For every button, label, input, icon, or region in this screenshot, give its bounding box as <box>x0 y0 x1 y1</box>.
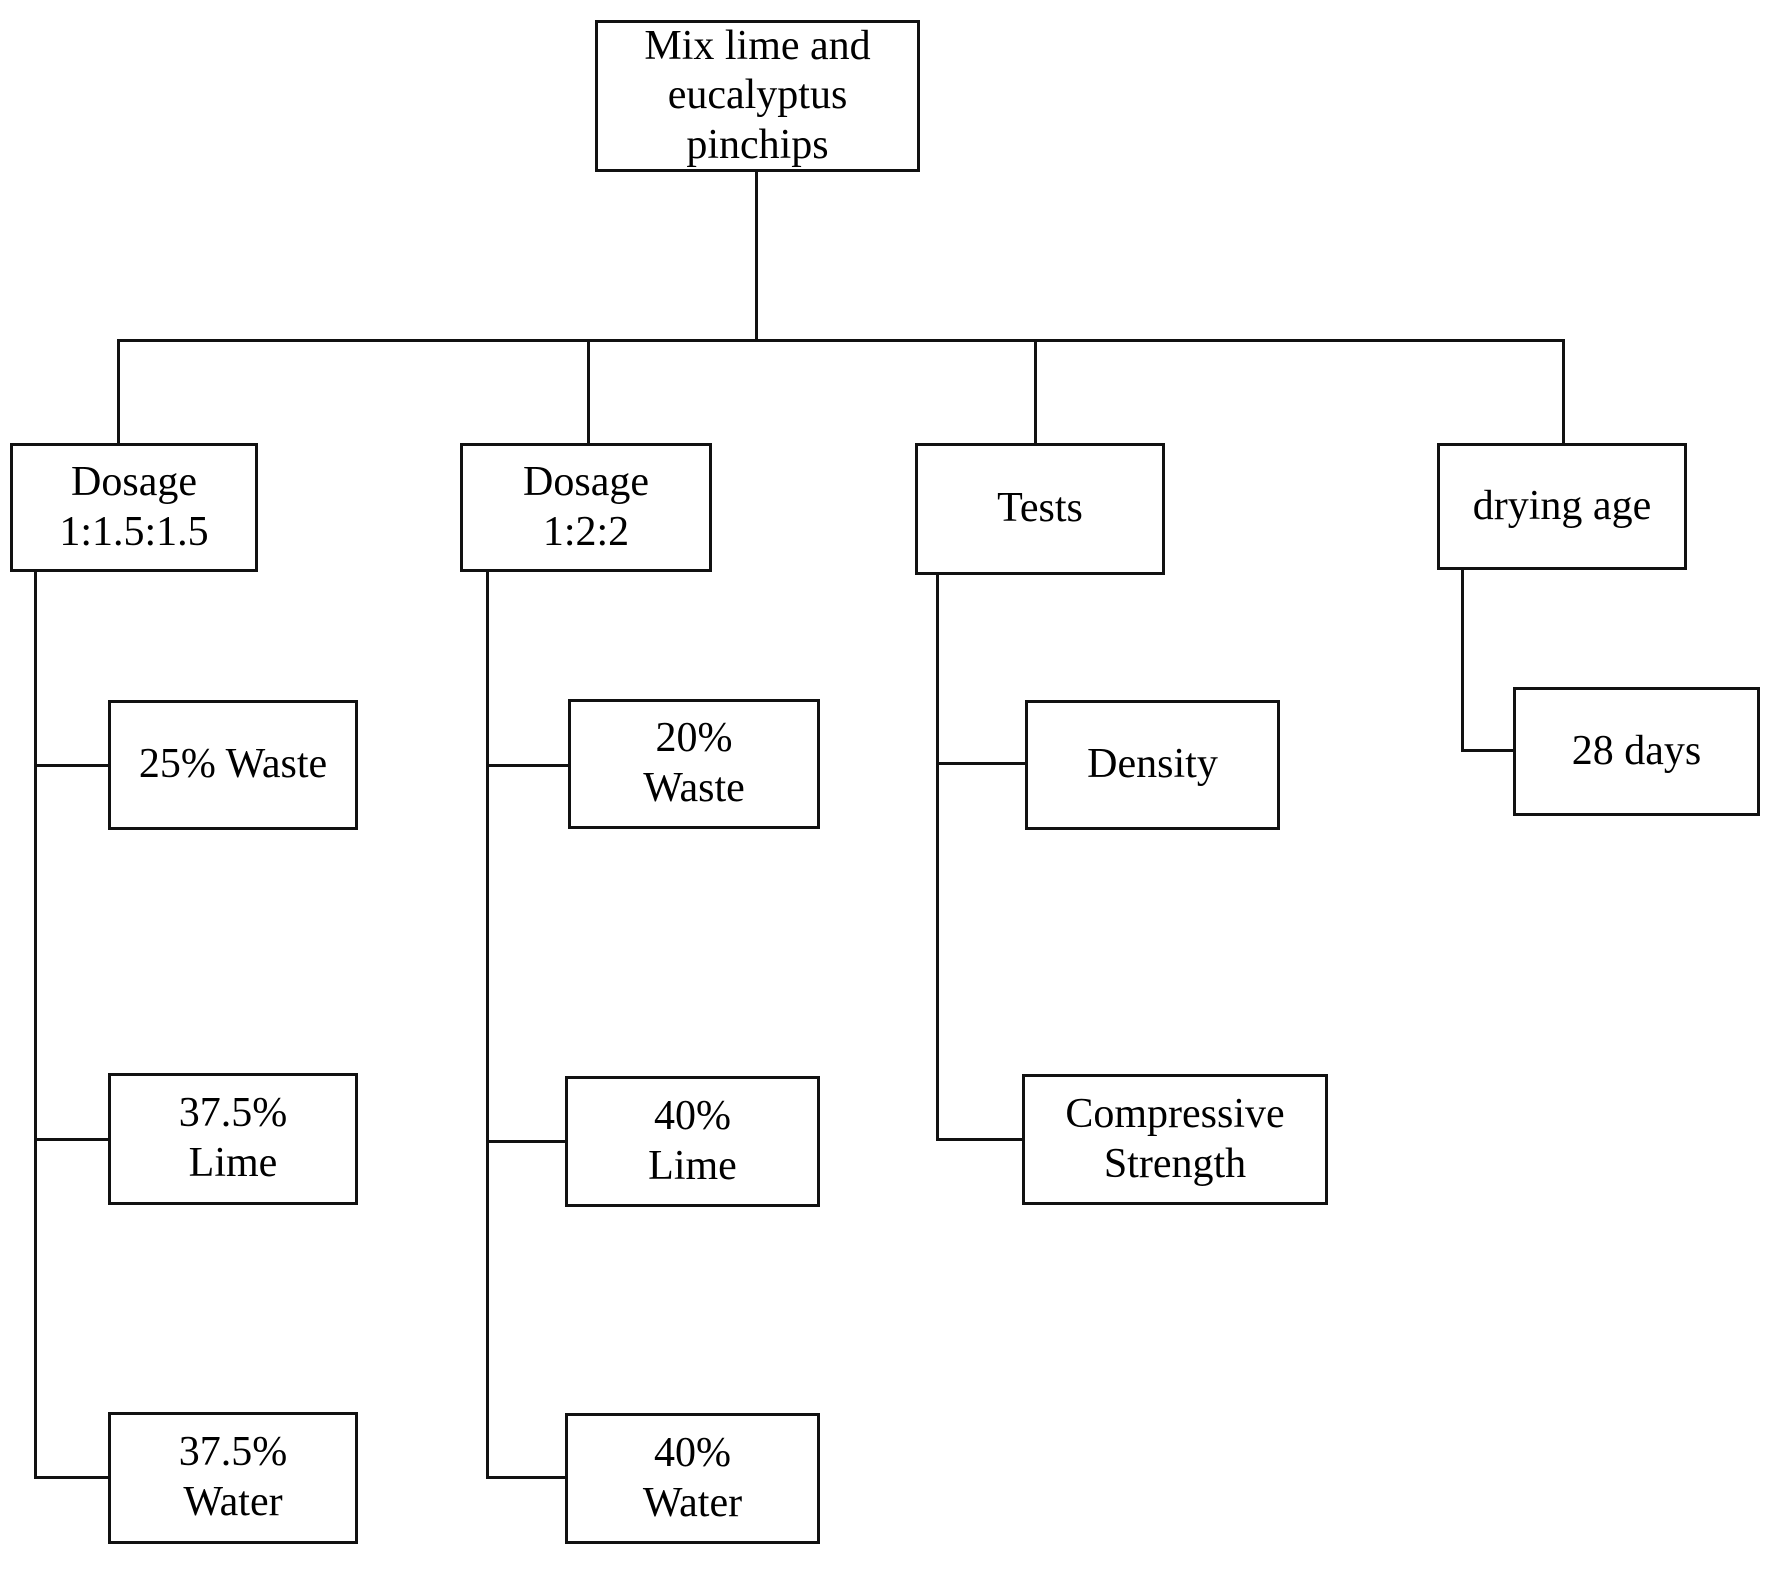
connector-drop-dosage2 <box>587 339 590 443</box>
leaf-node-40-percent-water: 40% Water <box>565 1413 820 1544</box>
connector-drop-dosage1 <box>117 339 120 443</box>
connector-dosage1-lime-stub <box>34 1138 108 1141</box>
branch-node-drying-age: drying age <box>1437 443 1687 570</box>
connector-drying-age-spine <box>1461 568 1464 752</box>
connector-root-drop <box>755 172 758 342</box>
connector-tests-spine <box>936 573 939 1141</box>
connector-dosage1-spine <box>34 570 37 1479</box>
connector-tests-density-stub <box>936 762 1025 765</box>
leaf-node-20-percent-waste: 20% Waste <box>568 699 820 829</box>
connector-dosage1-waste-stub <box>34 764 108 767</box>
leaf-node-25-percent-waste: 25% Waste <box>108 700 358 830</box>
connector-dosage1-water-stub <box>34 1476 108 1479</box>
connector-drying-age-days-stub <box>1461 749 1513 752</box>
connector-dosage2-water-stub <box>486 1476 565 1479</box>
root-node-mix-lime-eucalyptus: Mix lime and eucalyptus pinchips <box>595 20 920 172</box>
branch-node-dosage-1-2-2: Dosage 1:2:2 <box>460 443 712 572</box>
connector-tests-compressive-stub <box>936 1138 1022 1141</box>
leaf-node-37.5-percent-water: 37.5% Water <box>108 1412 358 1544</box>
connector-drop-tests <box>1034 339 1037 443</box>
branch-node-tests: Tests <box>915 443 1165 575</box>
leaf-node-compressive-strength: Compressive Strength <box>1022 1074 1328 1205</box>
leaf-node-28-days: 28 days <box>1513 687 1760 816</box>
leaf-node-40-percent-lime: 40% Lime <box>565 1076 820 1207</box>
leaf-node-density: Density <box>1025 700 1280 830</box>
connector-dosage2-spine <box>486 570 489 1479</box>
connector-top-bar <box>117 339 1565 342</box>
connector-drop-drying-age <box>1562 339 1565 443</box>
connector-dosage2-waste-stub <box>486 764 568 767</box>
connector-dosage2-lime-stub <box>486 1140 565 1143</box>
leaf-node-37.5-percent-lime: 37.5% Lime <box>108 1073 358 1205</box>
branch-node-dosage-1-1.5-1.5: Dosage 1:1.5:1.5 <box>10 443 258 572</box>
